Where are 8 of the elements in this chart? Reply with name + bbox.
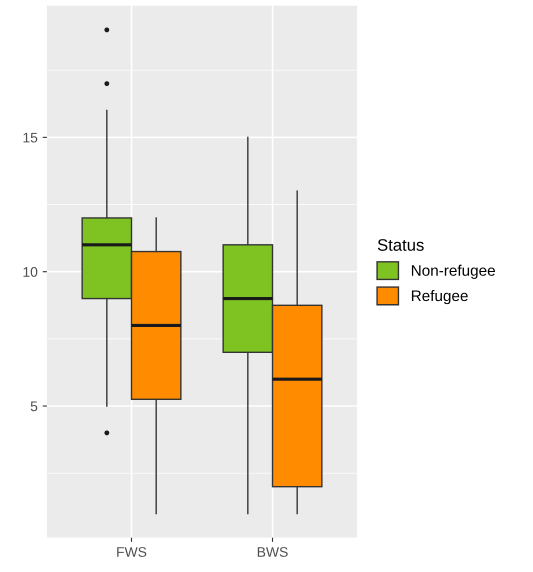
legend-label: Non-refugee: [412, 264, 495, 279]
x-tick-label: BWS: [258, 547, 288, 557]
y-tick-label: 5: [30, 402, 38, 412]
legend-title: Status: [378, 239, 424, 251]
y-tick-label: 15: [23, 132, 38, 143]
x-tick-label: FWS: [117, 547, 146, 557]
legend-label: Refugee: [412, 290, 468, 304]
y-tick-label: 10: [23, 267, 38, 277]
